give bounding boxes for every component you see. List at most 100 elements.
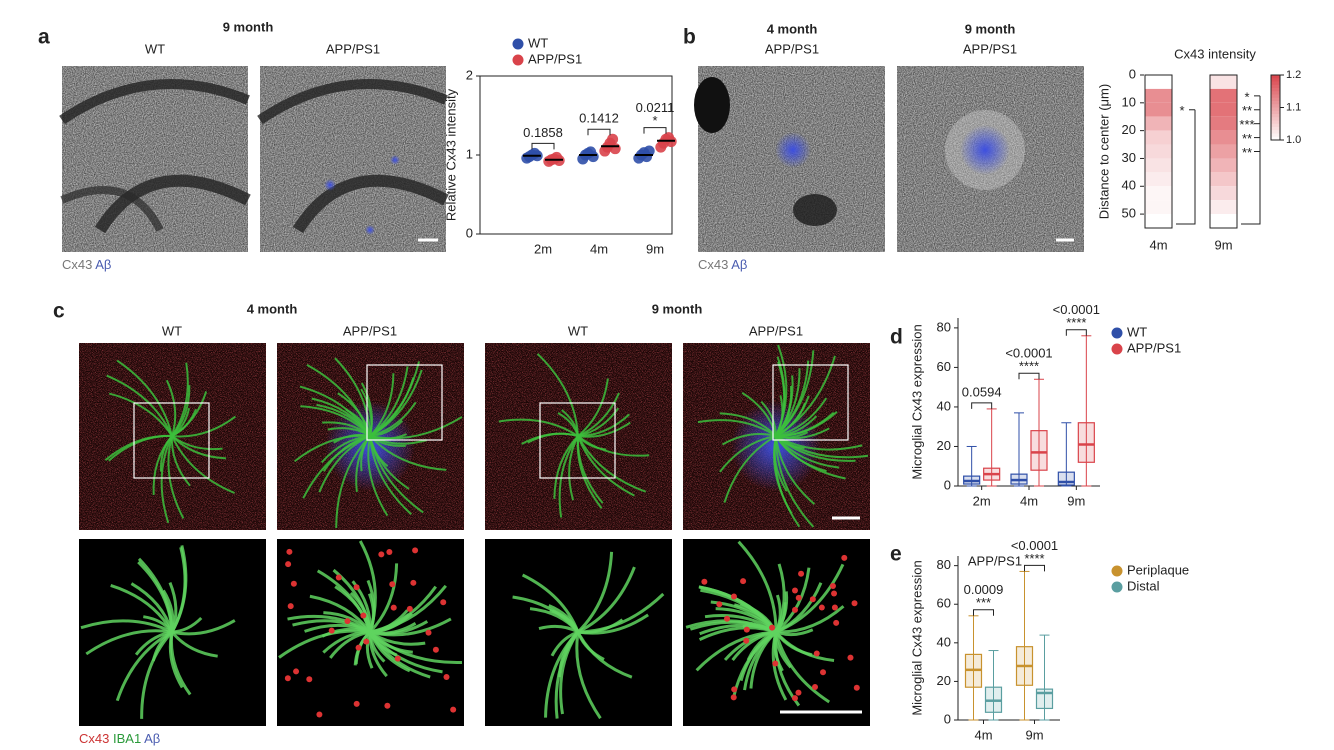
legend-marker	[512, 54, 524, 66]
inset-box	[772, 364, 849, 441]
microglia-process	[170, 435, 191, 487]
microglia-process	[498, 418, 579, 437]
microglia-process	[737, 540, 778, 633]
image-heading: APP/PS1	[963, 41, 1017, 56]
microglia-process	[775, 435, 827, 473]
stain-legend: Cx43 IBA1 Aβ	[79, 731, 160, 746]
inset-box	[133, 402, 210, 479]
p-value: <0.0001	[1053, 302, 1100, 317]
microglia-process	[143, 615, 174, 633]
y-tick-label: 30	[1122, 150, 1136, 165]
colorbar-step	[1271, 107, 1280, 112]
microglia-process	[168, 631, 184, 689]
cx43-puncta	[829, 582, 836, 589]
y-tick-label: 2	[466, 67, 473, 82]
microglia-process	[369, 620, 429, 636]
stain: IBA1	[113, 731, 141, 746]
microglia-process	[559, 631, 580, 715]
microglia-process	[369, 416, 463, 440]
microglia-process	[171, 619, 236, 636]
cx43-puncta	[795, 594, 802, 601]
heatmap-cell	[1145, 102, 1172, 117]
cx43-puncta	[378, 551, 385, 558]
significance-bracket	[973, 609, 994, 616]
p-value: <0.0001	[1005, 346, 1052, 361]
cx43-puncta	[353, 700, 360, 707]
x-tick-label: 9m	[1067, 493, 1085, 508]
cx43-puncta	[743, 637, 750, 644]
y-tick-label: 0	[944, 711, 951, 726]
microglia-process	[292, 619, 371, 634]
cx43-puncta	[328, 627, 335, 634]
microglia-process	[577, 566, 636, 634]
microglia-process	[358, 540, 377, 633]
legend-label: Distal	[1127, 578, 1160, 593]
microglia-process	[698, 626, 777, 641]
legend-marker	[512, 38, 524, 50]
cx43-puncta	[363, 638, 370, 645]
microglia-process	[774, 435, 815, 528]
y-tick-label: 20	[937, 673, 951, 688]
image-heading: WT	[568, 323, 588, 338]
image-heading: APP/PS1	[749, 323, 803, 338]
microglia-process	[773, 435, 793, 514]
heatmap-cell	[1210, 158, 1237, 173]
legend-label: WT	[1127, 324, 1147, 339]
cx43-puncta	[813, 650, 820, 657]
cx43-puncta	[386, 548, 393, 555]
cx43-puncta	[798, 570, 805, 577]
microglia-process	[116, 359, 173, 437]
microglia-process	[577, 435, 647, 493]
microglia-process	[170, 545, 188, 633]
box	[1030, 430, 1048, 471]
microglia-process	[369, 373, 395, 437]
microglia-process	[294, 434, 371, 463]
microglia-process	[108, 392, 173, 437]
colorbar-step	[1271, 91, 1280, 95]
panel-label: e	[890, 543, 902, 566]
cx43-puncta	[443, 674, 450, 681]
legend-label: APP/PS1	[528, 51, 582, 66]
microglia-process	[551, 609, 580, 633]
microglia-process	[335, 435, 371, 529]
microglia-process	[743, 630, 777, 691]
significance-bracket	[971, 402, 993, 409]
data-point	[607, 133, 619, 145]
cx43-puncta	[740, 578, 747, 585]
legend-label: WT	[528, 35, 548, 50]
stain: Aβ	[731, 257, 747, 272]
cx43-puncta	[394, 655, 401, 662]
heatmap-cell	[1210, 102, 1237, 117]
significance-bracket	[587, 128, 611, 136]
significance-stars: *	[1244, 89, 1249, 104]
y-tick-label: 40	[937, 634, 951, 649]
microglia-process	[170, 631, 218, 658]
cx43-puncta	[285, 561, 292, 568]
colorbar-step	[1271, 127, 1280, 131]
x-tick-label: 9m	[1025, 727, 1043, 742]
microglia-process	[171, 435, 227, 460]
cx43-puncta	[290, 580, 297, 587]
significance-bracket	[1176, 109, 1196, 225]
colorbar-step	[1271, 120, 1280, 125]
cx43-puncta	[293, 668, 300, 675]
microglia-process	[152, 435, 173, 495]
significance-bracket	[1024, 564, 1045, 572]
x-tick-label: 2m	[973, 493, 991, 508]
microglia-process	[576, 435, 604, 504]
heatmap-cell	[1145, 144, 1172, 159]
p-value: 0.1858	[523, 125, 563, 140]
microglia-process	[334, 357, 371, 437]
colorbar-step	[1271, 123, 1280, 128]
cx43-puncta	[820, 669, 827, 676]
heatmap-cell	[1210, 186, 1237, 201]
microglia-process	[577, 378, 609, 437]
stain-legend: Cx43 Aβ	[698, 257, 747, 272]
microglia-process	[576, 551, 614, 634]
heatmap-cell	[1145, 130, 1172, 145]
microglia-process	[577, 618, 624, 634]
image-heading: 4 month	[767, 21, 818, 36]
cx43-puncta	[716, 601, 723, 608]
microglia-process	[576, 631, 633, 679]
microglia-process	[299, 385, 371, 437]
